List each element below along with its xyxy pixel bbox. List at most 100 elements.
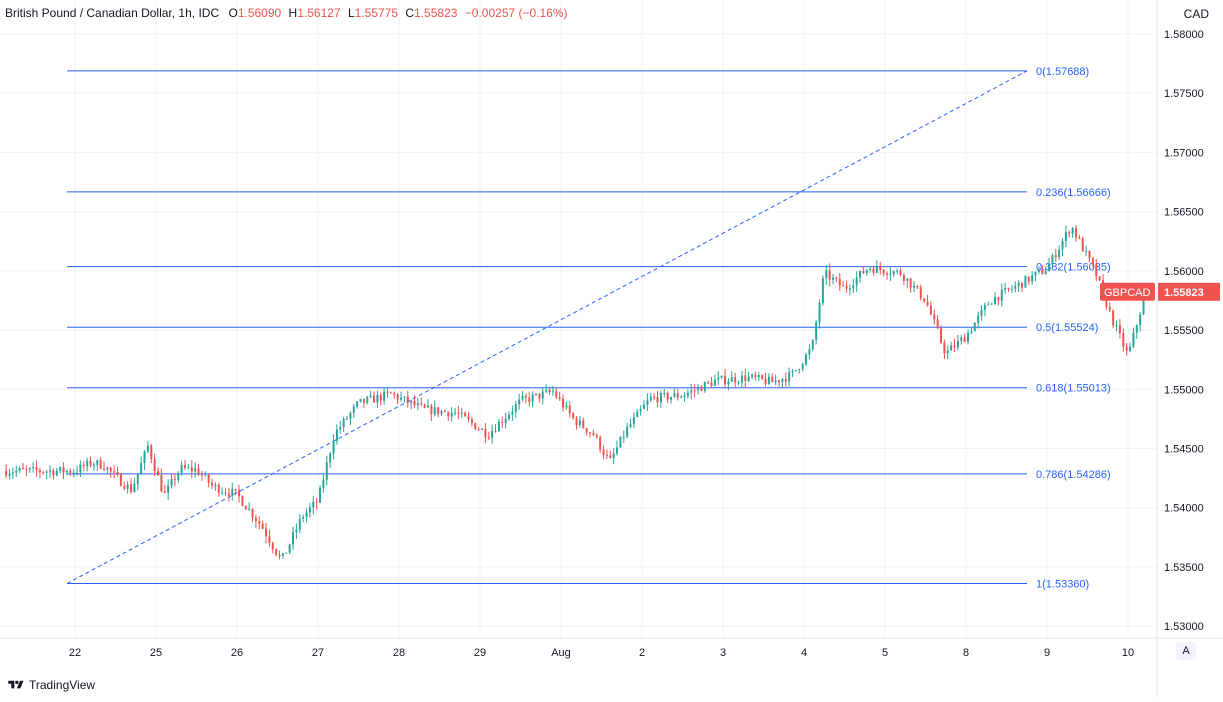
candle-body: [740, 375, 743, 383]
candle-body: [909, 278, 912, 288]
candle-body: [690, 390, 693, 393]
candle-body: [8, 473, 11, 476]
fib-level-label: 0.786(1.54286): [1036, 469, 1111, 481]
fib-retracement[interactable]: 0(1.57688) 0.236(1.56666) 0.382(1.56035) 0.…: [66, 66, 1111, 591]
candle-body: [713, 379, 716, 386]
candle-body: [1027, 276, 1030, 282]
candle-body: [761, 375, 764, 379]
price-tick-label: 1.57500: [1164, 88, 1204, 100]
candle-body: [356, 401, 359, 407]
time-tick-label: 3: [720, 647, 726, 659]
candle-body: [184, 465, 187, 468]
candle-body: [373, 395, 376, 403]
candle-body: [798, 368, 801, 370]
auto-scale-button[interactable]: A: [1176, 642, 1196, 660]
candle-body: [359, 398, 362, 402]
candle-body: [859, 271, 862, 278]
time-tick-label: 25: [150, 647, 162, 659]
candle-body: [784, 378, 787, 382]
candle-body: [973, 322, 976, 332]
candle-body: [889, 274, 892, 276]
candle-body: [433, 407, 436, 415]
tradingview-logo[interactable]: TradingView: [7, 678, 95, 692]
candle-body: [416, 403, 419, 406]
candle-body: [771, 376, 774, 383]
candle-body: [420, 403, 423, 405]
candle-body: [676, 393, 679, 398]
candle-body: [315, 501, 318, 503]
time-tick-label: 27: [312, 647, 324, 659]
candle-body: [946, 350, 949, 354]
candle-body: [555, 391, 558, 398]
candle-body: [18, 467, 21, 471]
candle-body: [187, 467, 190, 469]
candle-body: [683, 395, 686, 398]
candle-body: [443, 410, 446, 412]
candle-body: [720, 375, 723, 378]
candle-body: [238, 489, 241, 497]
candle-body: [821, 278, 824, 304]
candle-body: [710, 382, 713, 386]
legend-close-label: C: [405, 6, 415, 20]
candle-body: [45, 471, 48, 473]
candle-body: [703, 382, 706, 392]
candle-body: [1088, 250, 1091, 259]
candle-body: [487, 437, 490, 439]
candle-body: [163, 491, 166, 493]
candle-body: [535, 393, 538, 395]
candle-body: [778, 380, 781, 383]
price-tick-label: 1.56000: [1164, 266, 1204, 278]
candle-body: [298, 518, 301, 530]
candle-body: [960, 337, 963, 341]
candle-body: [200, 474, 203, 476]
price-tick-label: 1.54500: [1164, 443, 1204, 455]
candle-body: [11, 472, 14, 474]
candle-body: [879, 265, 882, 270]
candle-body: [599, 436, 602, 450]
candle-body: [956, 340, 959, 348]
candle-body: [575, 418, 578, 426]
candle-body: [160, 475, 163, 492]
candle-body: [231, 489, 234, 496]
candle-body: [592, 432, 595, 436]
candle-body: [214, 484, 217, 486]
candle-body: [852, 285, 855, 289]
candle-body: [65, 470, 68, 473]
candle-body: [59, 467, 62, 471]
candle-body: [940, 328, 943, 343]
candle-body: [757, 375, 760, 378]
fib-level-label: 0.618(1.55013): [1036, 383, 1111, 395]
candle-body: [305, 512, 308, 518]
candle-body: [413, 400, 416, 406]
candle-body: [393, 393, 396, 395]
candle-body: [869, 268, 872, 270]
candle-body: [963, 337, 966, 342]
candle-body: [943, 342, 946, 354]
candle-body: [190, 467, 193, 472]
fib-trend-line[interactable]: [66, 70, 1028, 584]
candle-body: [133, 483, 136, 492]
candle-body: [113, 471, 116, 473]
candle-body: [386, 391, 389, 393]
candle-body: [1034, 271, 1037, 276]
candle-body: [281, 553, 284, 557]
candle-body: [1129, 346, 1132, 351]
candle-body: [481, 428, 484, 430]
candle-body: [1115, 325, 1118, 327]
candle-body: [518, 399, 521, 405]
candle-body: [933, 314, 936, 320]
candle-body: [349, 412, 352, 419]
candle-body: [1139, 314, 1142, 326]
candle-body: [52, 470, 55, 476]
candle-body: [410, 400, 413, 403]
time-tick-label: 22: [69, 647, 81, 659]
currency-label: CAD: [1183, 7, 1209, 21]
legend-low-label: L: [347, 6, 355, 20]
candle-body: [801, 364, 804, 369]
candle-body: [403, 396, 406, 398]
candle-body: [622, 436, 625, 438]
candle-body: [89, 460, 92, 466]
legend-title[interactable]: British Pound / Canadian Dollar, 1h, IDC: [5, 6, 220, 20]
